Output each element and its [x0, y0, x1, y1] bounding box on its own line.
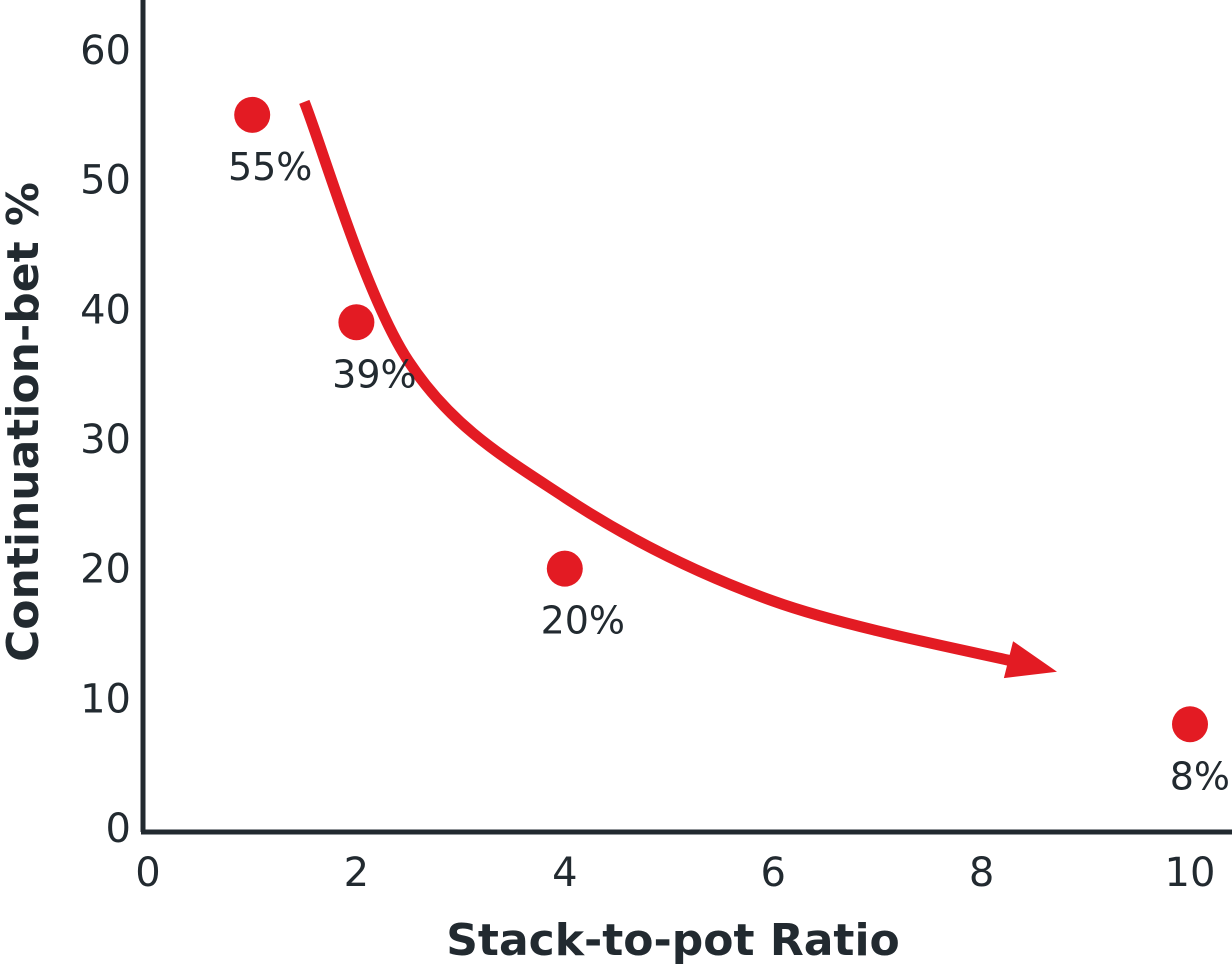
data-point	[1172, 706, 1208, 743]
y-tick-label: 60	[80, 28, 131, 74]
trend-arrow	[299, 99, 1057, 679]
data-label: 8%	[1170, 754, 1230, 798]
x-tick-label: 6	[760, 850, 785, 896]
y-tick-label: 50	[80, 158, 131, 204]
data-label: 39%	[332, 352, 416, 396]
y-tick-label: 10	[80, 676, 131, 722]
data-point	[546, 550, 583, 587]
y-tick-labels: 0 10 20 30 40 50 60	[80, 28, 131, 852]
x-tick-labels: 0 2 4 6 8 10	[135, 850, 1215, 896]
data-label: 55%	[228, 145, 312, 189]
x-axis-title: Stack-to-pot Ratio	[446, 915, 900, 966]
y-tick-label: 0	[106, 806, 131, 852]
x-tick-label: 0	[135, 850, 160, 896]
x-tick-label: 2	[344, 850, 369, 896]
data-point	[234, 96, 271, 133]
y-tick-label: 40	[80, 287, 131, 333]
data-labels: 55% 39% 20% 8%	[228, 145, 1230, 798]
x-tick-label: 4	[552, 850, 577, 896]
y-tick-label: 30	[80, 417, 131, 463]
y-axis-title: Continuation-bet %	[0, 182, 49, 662]
data-points	[234, 96, 1208, 743]
data-label: 20%	[541, 599, 625, 643]
trend-arrowhead	[1003, 641, 1057, 679]
x-tick-label: 10	[1165, 850, 1216, 896]
x-tick-label: 8	[969, 850, 994, 896]
data-point	[338, 304, 375, 341]
axes	[140, 0, 1232, 835]
y-tick-label: 20	[80, 547, 131, 593]
trend-curve	[299, 99, 1036, 672]
